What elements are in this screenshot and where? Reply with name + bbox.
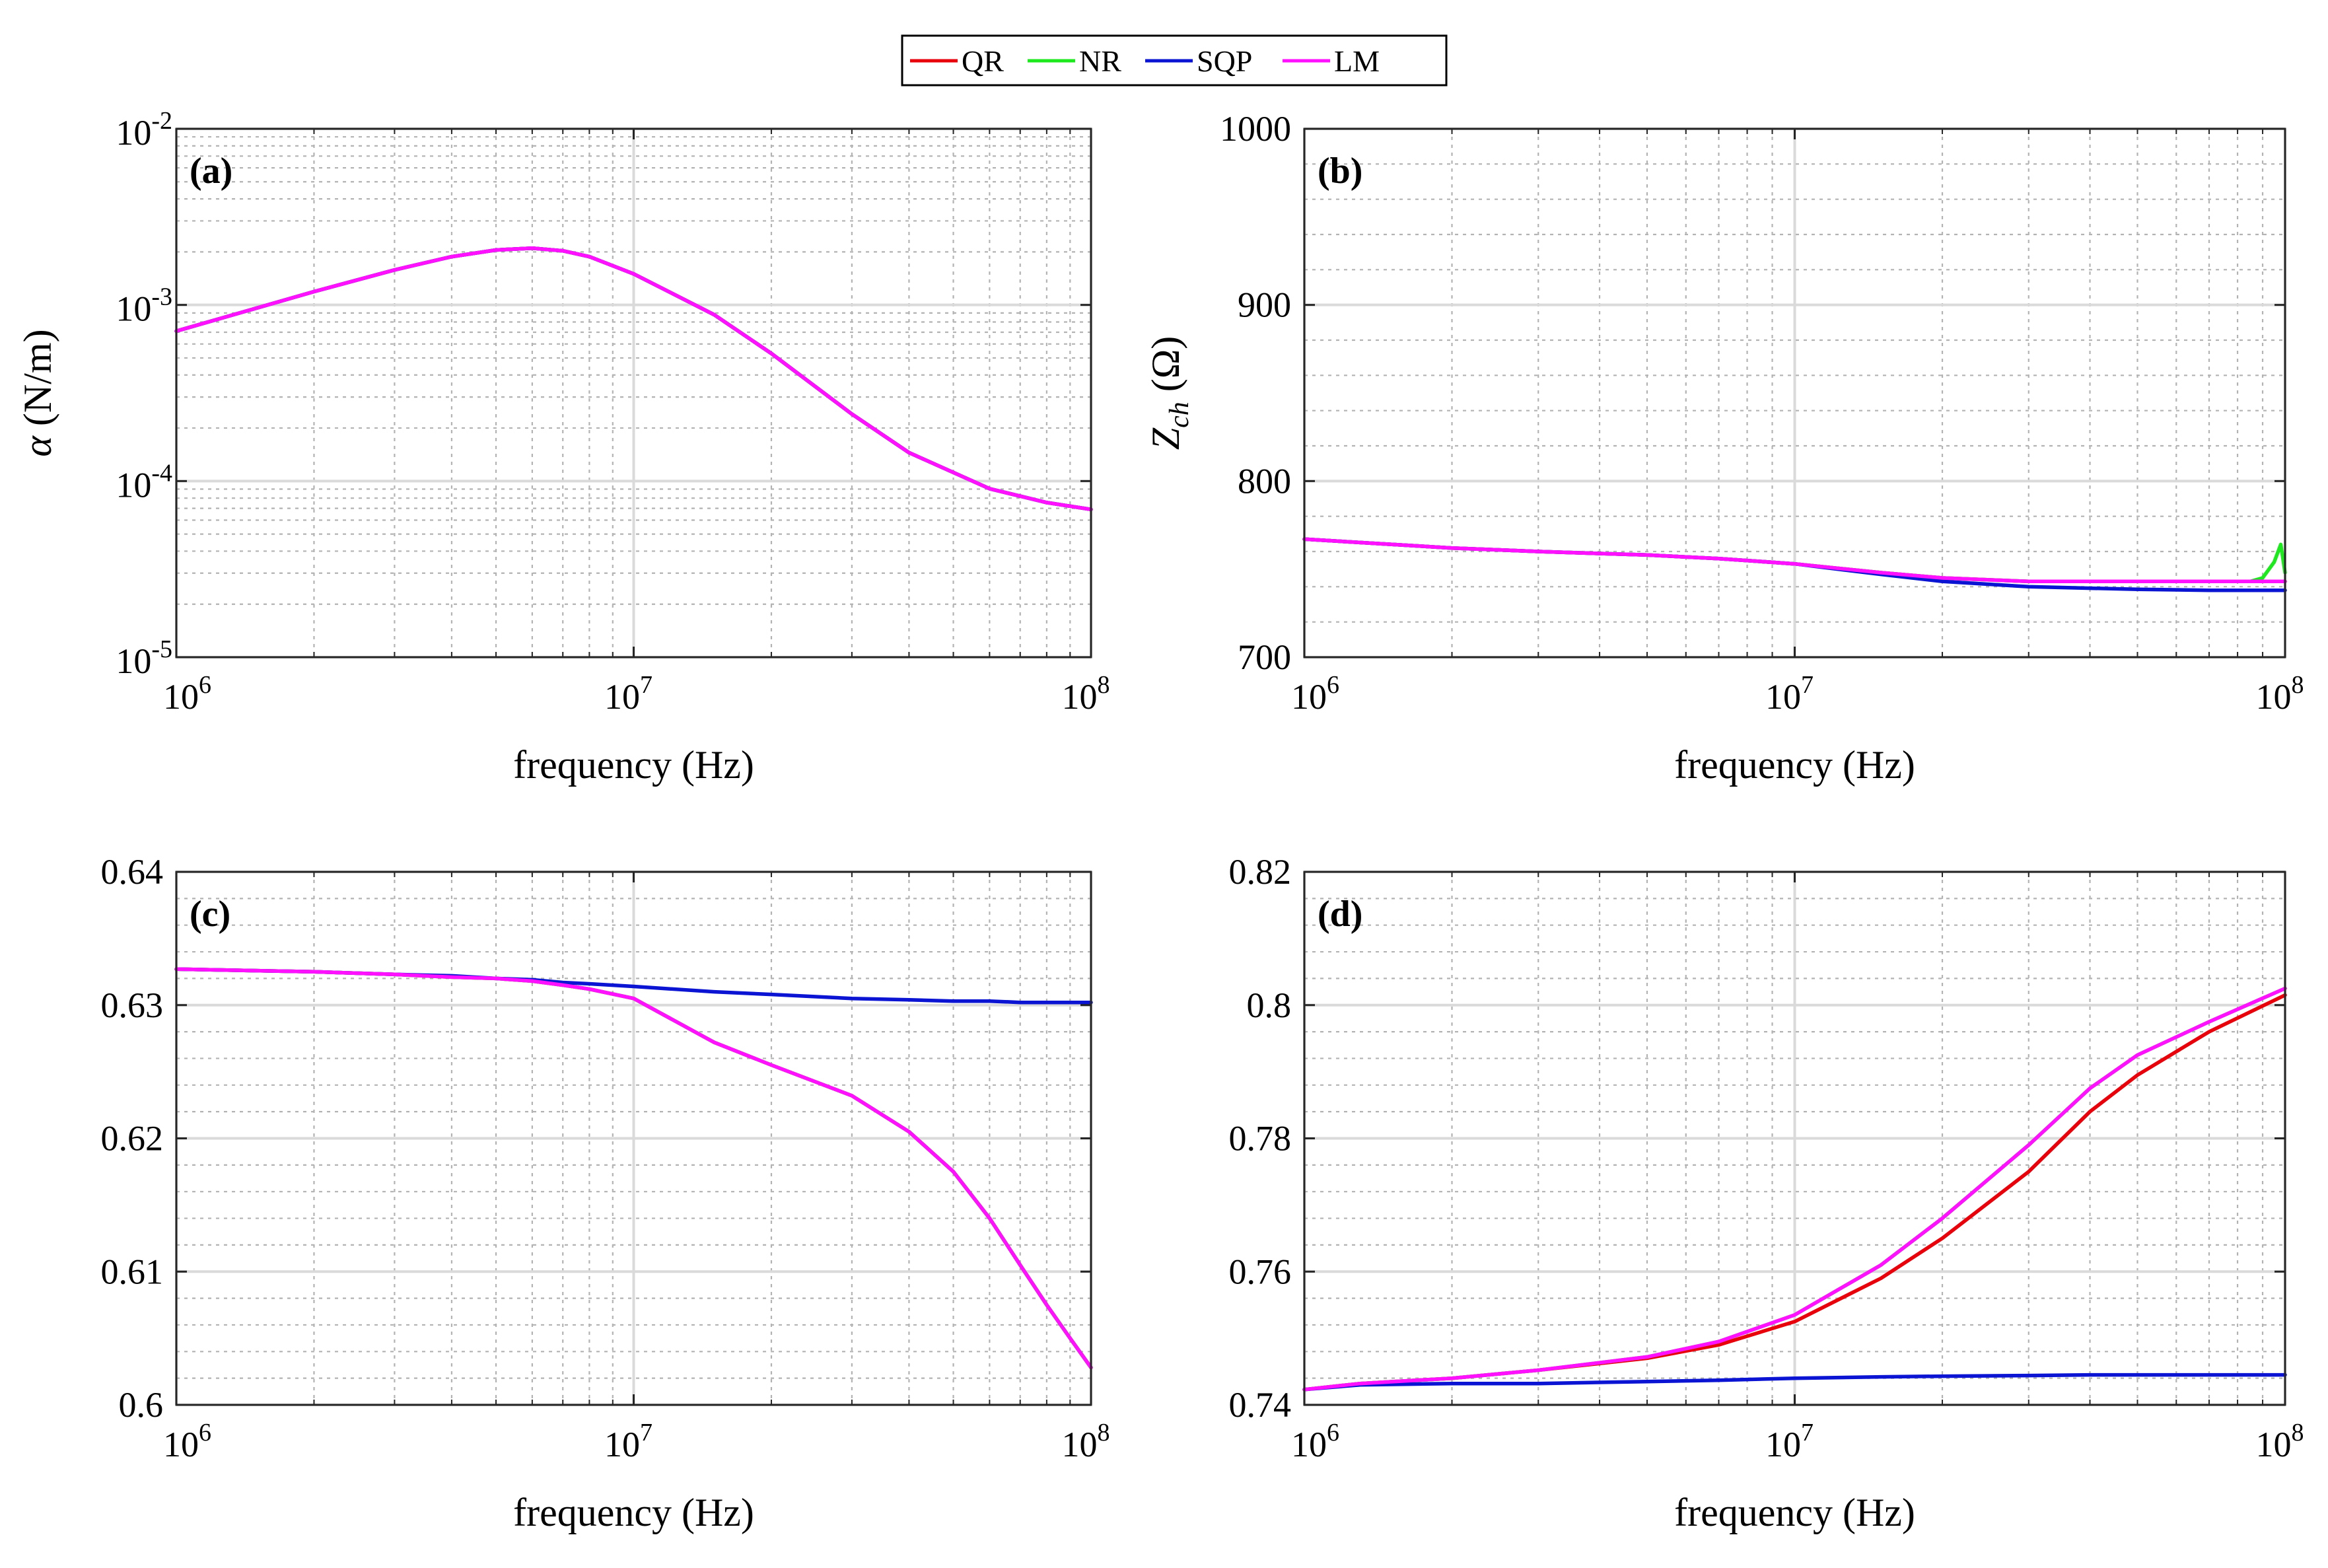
tick-marks-d bbox=[1303, 871, 2286, 1406]
panel-label-a: (a) bbox=[190, 151, 232, 192]
legend-entry-nr: NR bbox=[1028, 44, 1121, 78]
panel-label-d: (d) bbox=[1318, 894, 1362, 935]
panel-label-b: (b) bbox=[1318, 151, 1362, 192]
y-tick-label: 1000 bbox=[1220, 109, 1291, 149]
y-tick-label: 0.62 bbox=[101, 1119, 164, 1158]
y-tick-label: 10-2 bbox=[116, 107, 172, 153]
y-tick-label: 0.6 bbox=[119, 1385, 164, 1425]
chart-panel-a: 106 107 108 10-5 10-4 10-3 10-2 frequency (Hz) α… bbox=[16, 107, 1110, 787]
series-lines-c bbox=[174, 967, 1093, 1370]
x-tick-label: 107 bbox=[604, 671, 653, 717]
x-axis-label: frequency (Hz) bbox=[1674, 743, 1915, 787]
panel-label-c: (c) bbox=[190, 894, 230, 935]
chart-panel-d: 106 107 108 0.74 0.76 0.78 0.8 0.82 frequency (H… bbox=[1229, 852, 2304, 1534]
y-tick-label: 0.64 bbox=[101, 852, 164, 892]
series-lines-d bbox=[1302, 986, 2287, 1392]
series-lines-b bbox=[1302, 537, 2287, 592]
legend-label-nr: NR bbox=[1079, 44, 1121, 78]
tick-marks-b bbox=[1303, 127, 2286, 659]
series-line-sqp bbox=[1302, 1372, 2287, 1392]
x-tick-label: 107 bbox=[604, 1419, 653, 1464]
y-tick-label: 0.63 bbox=[101, 985, 164, 1025]
chart-panel-c: 106 107 108 0.6 0.61 0.62 0.63 0.64 frequency (H… bbox=[101, 852, 1110, 1534]
series-line-lm bbox=[1302, 537, 2287, 584]
tick-marks-a bbox=[175, 127, 1092, 659]
y-tick-label: 0.74 bbox=[1229, 1385, 1292, 1425]
x-tick-label: 106 bbox=[163, 671, 211, 717]
x-tick-label: 108 bbox=[2256, 1419, 2304, 1464]
legend-entry-qr: QR bbox=[910, 44, 1004, 78]
series-line-lm bbox=[174, 246, 1093, 512]
x-tick-label: 107 bbox=[1765, 671, 1814, 717]
x-axis-label: frequency (Hz) bbox=[1674, 1491, 1915, 1534]
y-tick-label: 10-4 bbox=[116, 459, 172, 505]
y-tick-label: 10-3 bbox=[116, 283, 172, 329]
series-line-lm bbox=[174, 967, 1093, 1370]
y-tick-label: 0.82 bbox=[1229, 852, 1292, 892]
legend-entry-sqp: SQP bbox=[1145, 44, 1252, 78]
x-tick-label: 107 bbox=[1765, 1419, 1814, 1464]
legend-label-qr: QR bbox=[962, 44, 1004, 78]
x-tick-label: 108 bbox=[1062, 671, 1110, 717]
y-tick-label: 0.78 bbox=[1229, 1119, 1292, 1158]
legend: QR NR SQP LM bbox=[901, 34, 1448, 87]
x-axis-label: frequency (Hz) bbox=[513, 1491, 754, 1534]
y-tick-label: 10-5 bbox=[116, 635, 172, 681]
series-lines-a bbox=[174, 246, 1093, 512]
tick-marks-c bbox=[175, 871, 1092, 1406]
y-tick-label: 0.76 bbox=[1229, 1252, 1292, 1291]
legend-entry-lm: LM bbox=[1283, 44, 1380, 78]
x-tick-label: 106 bbox=[163, 1419, 211, 1464]
y-tick-label: 700 bbox=[1238, 637, 1291, 677]
series-line-lm bbox=[1302, 986, 2287, 1392]
x-tick-label: 108 bbox=[1062, 1419, 1110, 1464]
y-axis-label: α (N/m) bbox=[16, 329, 59, 456]
y-tick-label: 0.61 bbox=[101, 1252, 164, 1291]
x-tick-label: 106 bbox=[1291, 1419, 1339, 1464]
y-tick-label: 800 bbox=[1238, 461, 1291, 501]
chart-panel-b: 106 107 108 700 800 900 1000 frequency (Hz) Zch … bbox=[1144, 109, 2304, 787]
legend-label-sqp: SQP bbox=[1197, 44, 1252, 78]
x-tick-label: 106 bbox=[1291, 671, 1339, 717]
x-tick-label: 108 bbox=[2256, 671, 2304, 717]
y-axis-label: Zch (Ω) bbox=[1144, 336, 1195, 450]
y-tick-label: 0.8 bbox=[1247, 985, 1292, 1025]
x-axis-label: frequency (Hz) bbox=[513, 743, 754, 787]
grid-c bbox=[175, 871, 1092, 1406]
legend-label-lm: LM bbox=[1334, 44, 1380, 78]
grid-d bbox=[1303, 871, 2286, 1406]
y-tick-label: 900 bbox=[1238, 285, 1291, 325]
